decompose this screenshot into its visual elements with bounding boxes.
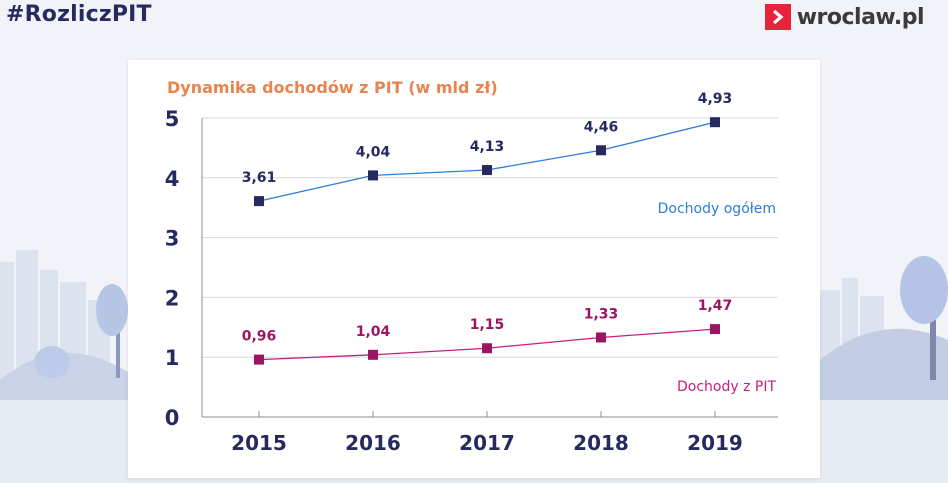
data-point (482, 165, 492, 176)
chevron-right-icon (764, 4, 791, 30)
x-tick-label: 2015 (231, 431, 287, 455)
series-name-label: Dochody z PIT (677, 379, 776, 395)
data-point (710, 117, 720, 128)
line-chart: 0 1 2 3 4 5 2015 2016 2017 2018 2019 3,61 4,04 4,13 4,… (165, 91, 778, 455)
data-label: 4,13 (470, 139, 505, 155)
data-label: 4,93 (698, 91, 733, 107)
data-label: 3,61 (242, 170, 277, 186)
y-tick-label: 5 (165, 107, 180, 131)
brand-name: wroclaw.pl (796, 4, 925, 30)
data-point (254, 354, 264, 365)
data-point (596, 145, 606, 156)
data-label: 4,46 (584, 119, 619, 135)
x-tick-label: 2019 (687, 431, 743, 455)
data-label: 1,33 (584, 306, 619, 322)
y-tick-label: 4 (165, 167, 180, 191)
x-tick-label: 2017 (459, 431, 515, 455)
data-point (368, 170, 378, 181)
chart-card: Dynamika dochodów z PIT (w mld zł) 0 1 2 3 4… (128, 60, 820, 478)
y-tick-label: 1 (165, 346, 180, 370)
data-label: 1,47 (698, 298, 733, 314)
data-point (482, 343, 492, 354)
data-point (710, 324, 720, 335)
x-tick-label: 2016 (345, 431, 401, 455)
x-tick-label: 2018 (573, 431, 629, 455)
data-label: 4,04 (356, 144, 391, 160)
y-tick-label: 0 (165, 406, 180, 430)
hashtag-title: #RozliczPIT (6, 2, 152, 27)
data-point (596, 332, 606, 343)
series-name-label: Dochody ogółem (658, 201, 776, 217)
data-label: 0,96 (242, 329, 277, 345)
chart-title: Dynamika dochodów z PIT (w mld zł) (167, 78, 498, 97)
brand-logo[interactable]: wroclaw.pl (764, 0, 925, 34)
series-line (258, 121, 716, 202)
data-point (368, 349, 378, 360)
y-tick-label: 2 (165, 286, 180, 310)
data-point (254, 196, 264, 207)
data-label: 1,15 (470, 317, 505, 333)
y-tick-label: 3 (165, 227, 180, 251)
data-label: 1,04 (356, 324, 391, 340)
